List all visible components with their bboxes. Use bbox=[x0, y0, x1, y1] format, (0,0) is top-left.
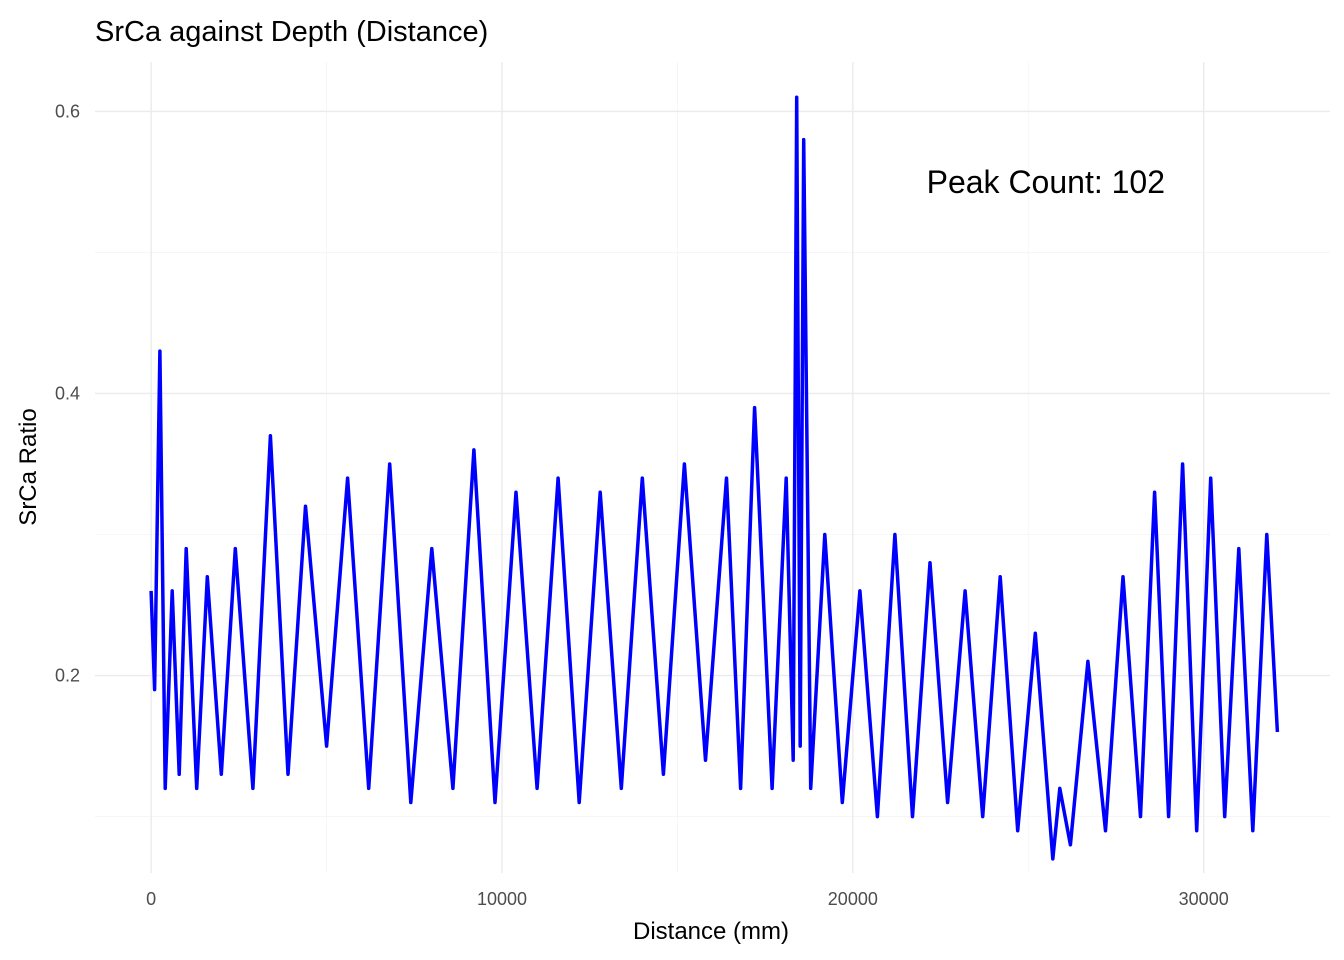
chart-title: SrCa against Depth (Distance) bbox=[95, 16, 488, 48]
series-line bbox=[149, 95, 1280, 861]
y-tick-label: 0.4 bbox=[55, 383, 80, 403]
peak-count-annotation: Peak Count: 102 bbox=[927, 164, 1165, 200]
y-tick-labels: 0.2 0.4 0.6 bbox=[55, 101, 80, 685]
x-tick-labels: 0 10000 20000 30000 bbox=[146, 889, 1229, 909]
series-group bbox=[149, 95, 1280, 861]
x-axis-label: Distance (mm) bbox=[633, 918, 789, 945]
y-tick-label: 0.2 bbox=[55, 666, 80, 686]
y-tick-label: 0.6 bbox=[55, 101, 80, 121]
x-tick-label: 0 bbox=[146, 889, 156, 909]
x-tick-label: 30000 bbox=[1179, 889, 1229, 909]
x-tick-label: 20000 bbox=[828, 889, 878, 909]
x-tick-label: 10000 bbox=[477, 889, 527, 909]
grid-major bbox=[95, 62, 1330, 873]
y-axis-label: SrCa Ratio bbox=[15, 408, 42, 525]
grid-minor bbox=[95, 62, 1330, 873]
